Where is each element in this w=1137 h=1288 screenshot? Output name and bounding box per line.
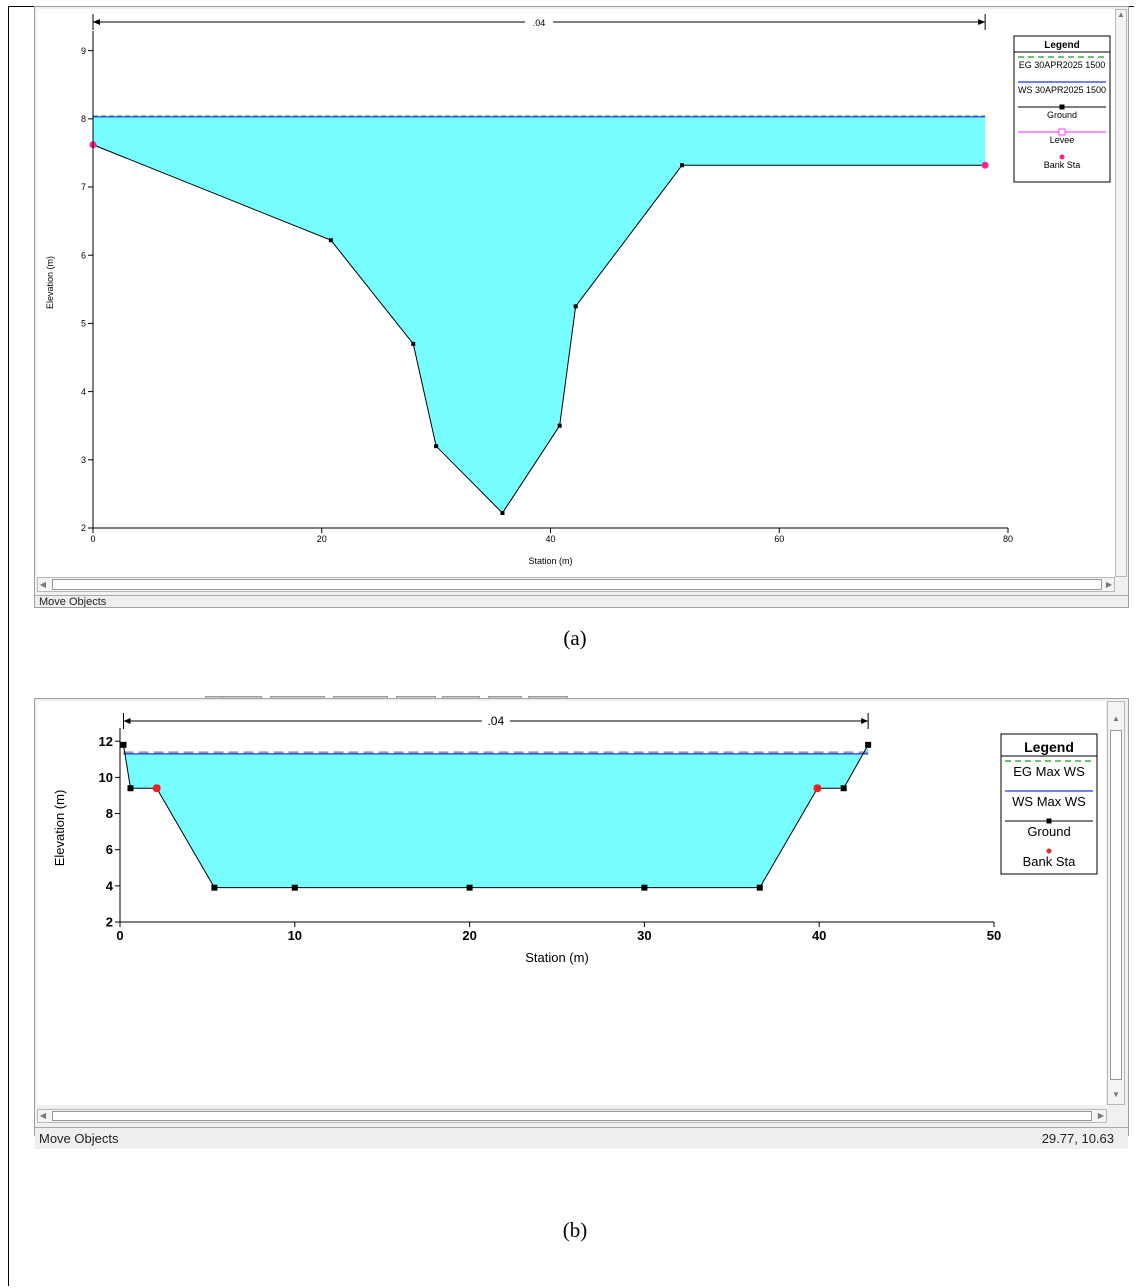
x-axis-label: Station (m) <box>525 950 589 965</box>
ground-point <box>756 884 763 891</box>
panel-a-vertical-scrollbar[interactable]: ▲ <box>1115 9 1127 577</box>
panel-b-vertical-scrollbar[interactable]: ▲ ▼ <box>1107 701 1125 1105</box>
panel-a-horizontal-scrollbar[interactable]: ◀ ▶ <box>37 577 1115 592</box>
x-tick-label: 80 <box>1003 534 1013 544</box>
legend-levee-marker <box>1058 128 1066 136</box>
scroll-up-icon[interactable]: ▲ <box>1117 10 1125 19</box>
ground-point <box>865 741 872 748</box>
y-tick-label: 2 <box>81 523 86 533</box>
bank-station-marker <box>152 784 161 793</box>
legend-entry-label: Bank Sta <box>1023 854 1077 869</box>
y-axis-label: Elevation (m) <box>52 790 67 867</box>
panel-b-vscroll-thumb[interactable] <box>1110 730 1122 1080</box>
ground-point <box>840 785 847 792</box>
y-tick-label: 10 <box>99 770 113 785</box>
scroll-left-icon[interactable]: ◀ <box>39 580 47 589</box>
ground-point <box>120 741 127 748</box>
mannings-n-label: .04 <box>533 18 546 28</box>
y-tick-label: 5 <box>81 319 86 329</box>
legend-bank-marker <box>1059 154 1065 160</box>
scroll-up-icon[interactable]: ▲ <box>1112 714 1120 723</box>
cursor-coordinates: 29.77, 10.63 <box>1041 1131 1114 1146</box>
y-tick-label: 7 <box>81 182 86 192</box>
bank-station-marker <box>813 784 822 793</box>
ground-point <box>573 304 578 309</box>
ground-point <box>500 510 505 515</box>
scroll-right-icon[interactable]: ▶ <box>1097 1111 1105 1120</box>
bank-station-marker <box>981 161 989 169</box>
x-tick-label: 60 <box>774 534 784 544</box>
x-tick-label: 50 <box>987 928 1001 943</box>
ground-point <box>411 341 416 346</box>
ground-point <box>328 238 333 243</box>
caption-a: (a) <box>563 626 587 650</box>
y-tick-label: 12 <box>99 734 113 749</box>
arrow-left-icon <box>93 19 100 25</box>
panel-b-cross-section-chart: 0 10 20 30 40 50 2 4 6 8 10 12 Station (m) Elevation … <box>52 713 1098 965</box>
panel-b-scroll-thumb[interactable] <box>52 1111 1092 1121</box>
y-tick-label: 8 <box>106 806 113 821</box>
legend-entry-label: Ground <box>1027 824 1070 839</box>
legend-entry-label: WS 30APR2025 1500 <box>1018 85 1106 95</box>
x-tick-label: 30 <box>637 928 651 943</box>
arrow-right-icon <box>861 718 869 724</box>
y-tick-label: 9 <box>81 46 86 56</box>
ground-point <box>291 884 298 891</box>
panel-b-status-bar: Move Objects 29.77, 10.63 <box>35 1127 1128 1149</box>
ground-point <box>680 163 685 168</box>
x-tick-label: 40 <box>812 928 826 943</box>
x-tick-label: 40 <box>545 534 555 544</box>
legend-entry-label: Levee <box>1050 135 1075 145</box>
x-tick-label: 10 <box>288 928 302 943</box>
legend-bank-marker <box>1046 848 1052 854</box>
legend-ground-marker <box>1059 104 1065 110</box>
x-tick-label: 0 <box>90 534 95 544</box>
ground-point <box>557 423 562 428</box>
y-tick-label: 4 <box>81 387 86 397</box>
y-tick-label: 6 <box>81 250 86 260</box>
ground-point <box>466 884 473 891</box>
x-tick-label: 0 <box>116 928 123 943</box>
caption-b: (b) <box>562 1218 588 1242</box>
y-tick-label: 6 <box>106 842 113 857</box>
scroll-down-icon[interactable]: ▼ <box>1112 1090 1120 1099</box>
y-tick-label: 3 <box>81 455 86 465</box>
legend-entry-label: EG Max WS <box>1013 764 1085 779</box>
legend-entry-label: WS Max WS <box>1012 794 1086 809</box>
y-tick-label: 4 <box>106 878 114 893</box>
legend-entry-label: Bank Sta <box>1044 160 1081 170</box>
ground-point <box>641 884 648 891</box>
y-axis-label: Elevation (m) <box>45 256 55 309</box>
legend-entry-label: EG 30APR2025 1500 <box>1019 60 1106 70</box>
y-tick-label: 8 <box>81 114 86 124</box>
x-tick-label: 20 <box>462 928 476 943</box>
x-tick-label: 20 <box>317 534 327 544</box>
panel-b-horizontal-scrollbar[interactable]: ◀ ▶ <box>37 1109 1107 1123</box>
legend-title: Legend <box>1044 40 1080 51</box>
panel-a-status-mode: Move Objects <box>39 596 107 607</box>
ground-point <box>127 785 134 792</box>
ground-point <box>211 884 218 891</box>
arrow-left-icon <box>123 718 131 724</box>
legend-title: Legend <box>1024 739 1074 755</box>
scroll-right-icon[interactable]: ▶ <box>1105 580 1113 589</box>
mannings-n-label: .04 <box>487 714 504 728</box>
panel-a-status-bar: Move Objects <box>35 595 1128 607</box>
scroll-left-icon[interactable]: ◀ <box>39 1111 47 1120</box>
y-tick-label: 2 <box>106 915 113 930</box>
x-axis-label: Station (m) <box>528 556 572 566</box>
panel-a-cross-section-chart: 0 20 40 60 80 2 3 4 5 6 7 8 9 Station (m) Elevation (m… <box>45 14 1111 566</box>
panel-a-scroll-thumb[interactable] <box>52 579 1102 590</box>
ground-point <box>434 444 439 449</box>
water-fill <box>93 116 986 513</box>
panel-b-status-mode: Move Objects <box>39 1131 119 1146</box>
legend-entry-label: Ground <box>1047 110 1077 120</box>
water-fill <box>123 744 869 888</box>
arrow-right-icon <box>978 19 986 25</box>
legend-ground-marker <box>1046 818 1052 824</box>
